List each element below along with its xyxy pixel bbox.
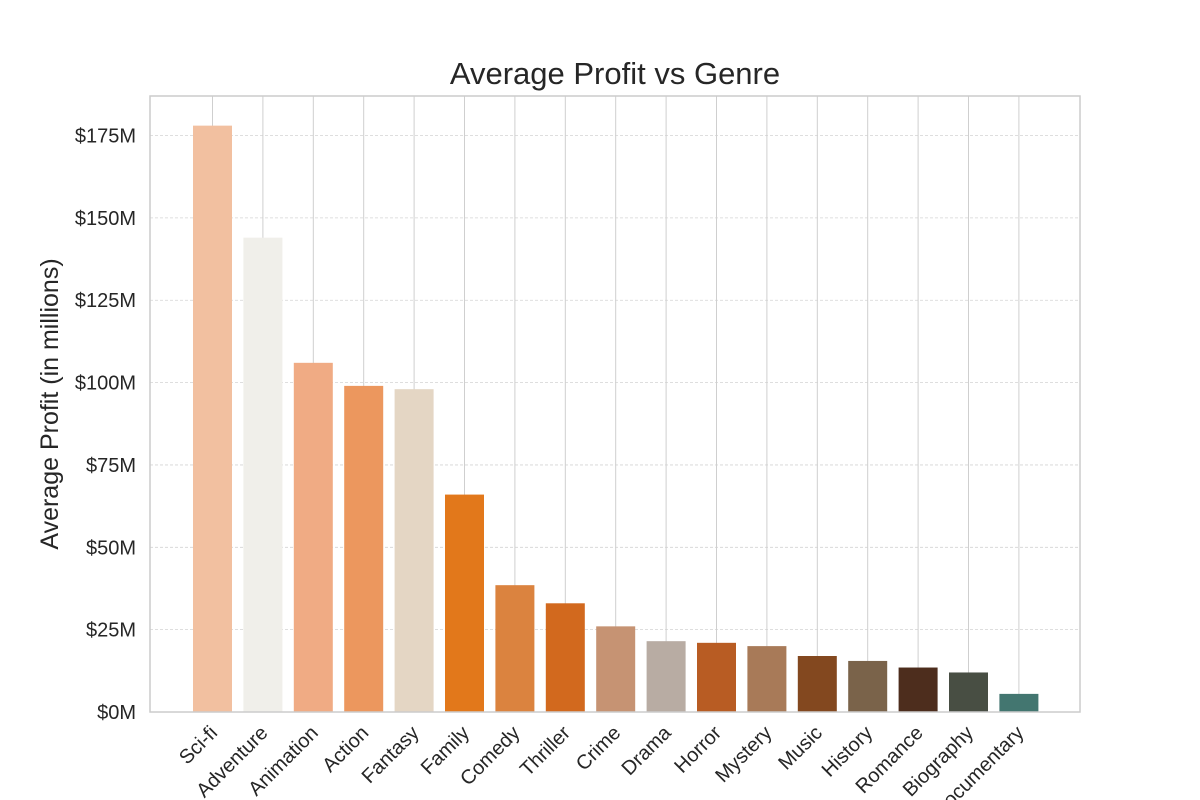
y-tick-labels: $0M $25M $50M $75M $100M $125M $150M $175M: [75, 126, 136, 724]
plot-frame: [149, 95, 1081, 713]
x-tick-label: Drama: [618, 721, 677, 780]
x-tick-label: Fantasy: [358, 722, 424, 788]
y-tick-label: $25M: [86, 620, 136, 642]
y-tick-label: $50M: [86, 537, 136, 559]
bar-crime: [596, 626, 636, 712]
y-tick-label: $75M: [86, 455, 136, 477]
y-tick-label: $0M: [97, 702, 136, 724]
bar-adventure: [243, 237, 283, 712]
bars: [193, 125, 1039, 713]
bar-fantasy: [394, 389, 434, 712]
x-tick-label: Sci-fi: [175, 722, 222, 769]
bar-horror: [697, 642, 736, 712]
bar-biography: [949, 672, 988, 712]
chart-title: Average Profit vs Genre: [449, 56, 781, 91]
x-tick-labels: Sci-fiAdventureAnimationActionFantasyFam…: [175, 721, 1028, 800]
bar-documentary: [999, 693, 1039, 712]
y-tick-label: $150M: [75, 208, 136, 230]
bar-music: [797, 656, 837, 712]
x-tick-label: Mystery: [711, 722, 776, 787]
bar-action: [344, 385, 384, 712]
bar-mystery: [747, 646, 787, 712]
bar-animation: [293, 362, 333, 712]
y-tick-label: $100M: [75, 373, 136, 395]
y-axis-label: Average Profit (in millions): [36, 258, 64, 549]
bar-thriller: [545, 603, 585, 712]
bar-romance: [898, 667, 938, 712]
bar-drama: [646, 641, 686, 712]
x-tick-label: Crime: [572, 722, 625, 775]
x-tick-label: Thriller: [516, 722, 575, 781]
bar-family: [445, 494, 484, 712]
bar-comedy: [495, 585, 535, 712]
bar-sci-fi: [193, 125, 232, 713]
y-tick-label: $125M: [75, 290, 136, 312]
bar-history: [848, 660, 888, 712]
grid-lines: [150, 96, 1080, 712]
y-tick-label: $175M: [75, 126, 136, 148]
